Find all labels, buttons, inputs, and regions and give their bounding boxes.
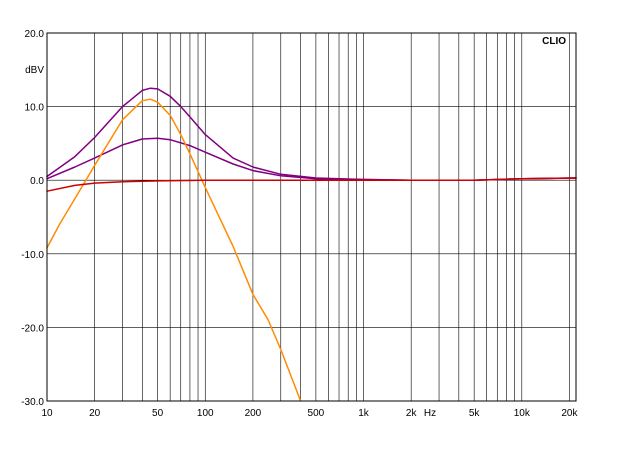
plot-area <box>47 33 576 401</box>
x-tick-label: 1k <box>358 408 370 419</box>
x-tick-label: 10 <box>41 408 53 419</box>
y-tick-label: 20.0 <box>25 29 45 40</box>
series-lines <box>46 87 577 402</box>
grid-lines <box>46 32 576 402</box>
x-tick-label: 100 <box>197 408 214 419</box>
x-axis-unit-label: Hz <box>424 408 436 419</box>
x-tick-label: 20k <box>561 408 578 419</box>
y-tick-label: 0.0 <box>30 176 44 187</box>
y-axis-label: dBV <box>25 65 44 76</box>
y-tick-label: -10.0 <box>21 250 44 261</box>
plot-border <box>46 32 577 402</box>
series-line-3 <box>46 98 302 402</box>
x-tick-label: 50 <box>152 408 164 419</box>
brand-label: CLIO <box>542 36 566 47</box>
y-tick-label: -20.0 <box>21 323 44 334</box>
x-tick-label: 5k <box>469 408 481 419</box>
y-tick-label: -30.0 <box>21 397 44 408</box>
x-tick-label: 500 <box>308 408 325 419</box>
x-tick-label: 200 <box>245 408 262 419</box>
y-tick-label: 10.0 <box>25 103 45 114</box>
x-tick-labels: 10 20 50 100 200 500 1k 2k 5k 10k 20k <box>41 408 578 419</box>
x-tick-label: 20 <box>89 408 101 419</box>
x-tick-label: 10k <box>514 408 531 419</box>
y-tick-labels: 20.0 10.0 0.0 -10.0 -20.0 -30.0 <box>21 29 44 408</box>
x-tick-label: 2k <box>406 408 418 419</box>
series-line-4 <box>46 177 577 192</box>
